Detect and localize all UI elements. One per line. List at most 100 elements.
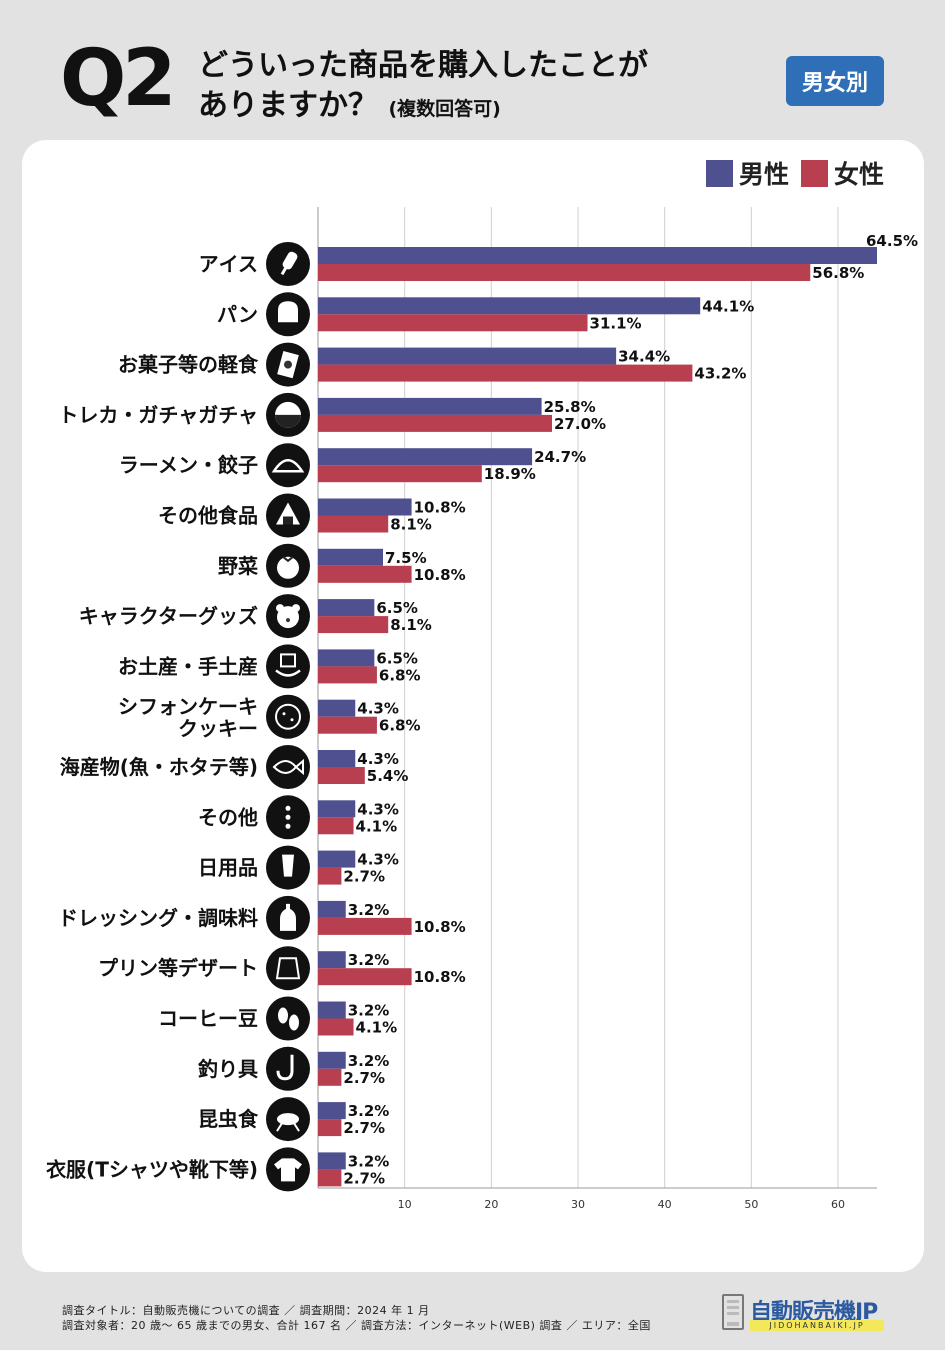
category-label: シフォンケーキクッキー (118, 695, 258, 741)
value-label-female: 10.8% (414, 566, 466, 584)
bar-male (318, 1051, 346, 1069)
legend-label-male: 男性 (739, 160, 790, 189)
bar-male (318, 800, 356, 818)
question-note: (複数回答可) (388, 98, 501, 120)
value-label-female: 5.4% (367, 767, 409, 785)
value-label-male: 3.2% (348, 1002, 390, 1020)
category-label-line: お土産・手土産 (118, 654, 258, 678)
bar-male (318, 347, 617, 365)
brand-logo[interactable]: 自動販売機JP JIDOHANBAIKI.JP (722, 1294, 884, 1332)
value-label-male: 4.3% (357, 750, 399, 768)
value-label-female: 2.7% (343, 1069, 385, 1087)
legend-swatch-male (706, 159, 733, 187)
value-label-female: 4.1% (356, 817, 398, 835)
legend-item-female: 女性 (801, 155, 884, 191)
category-icon-bg (266, 443, 310, 488)
gift-hand-icon (275, 653, 301, 677)
category-label-line: クッキー (178, 717, 258, 741)
chart-legend: 男性 女性 (706, 155, 896, 191)
bar-female (318, 1169, 342, 1187)
category-label-line: トレカ・ガチャガチャ (58, 403, 258, 427)
bar-chart: 10 20 30 40 50 60 アイス 64.5%56.8% パン 44.1% 31.1% お菓子… (46, 207, 918, 1211)
category-label: 釣り具 (198, 1057, 258, 1081)
value-label-female: 6.8% (379, 666, 421, 684)
value-label-male: 3.2% (348, 901, 390, 919)
category-label: 衣服(Tシャツや靴下等) (46, 1157, 258, 1181)
survey-footer: 調査タイトル：自動販売機についての調査 ／ 調査期間：2024 年 1 月 調査… (62, 1303, 651, 1333)
bar-female (318, 465, 482, 483)
category-label: その他 (198, 805, 258, 829)
x-tick-label: 50 (744, 1198, 758, 1211)
bar-male (318, 599, 375, 617)
category-label: パン (217, 302, 258, 326)
category-label-line: 衣服(Tシャツや靴下等) (46, 1157, 258, 1181)
legend-swatch-female (801, 159, 829, 187)
bar-male (318, 951, 346, 969)
category-icon-bg (266, 946, 310, 991)
ice-pop-icon (280, 251, 298, 276)
value-label-female: 27.0% (554, 415, 606, 433)
bar-female (318, 616, 389, 634)
bread-icon (278, 301, 298, 323)
gender-badge: 男女別 (786, 56, 884, 106)
value-label-female: 56.8% (812, 264, 864, 282)
value-label-female: 4.1% (356, 1019, 398, 1037)
value-label-male: 34.4% (618, 348, 670, 366)
value-label-male: 4.3% (357, 700, 399, 718)
legend-item-male: 男性 (706, 155, 789, 191)
bar-male (318, 699, 356, 717)
category-label-line: コーヒー豆 (158, 1007, 258, 1031)
bar-female (318, 565, 412, 583)
bar-male (318, 850, 356, 868)
category-label: 海産物(魚・ホタテ等) (60, 755, 258, 779)
category-label-line: パン (217, 302, 258, 326)
bar-male (318, 1102, 346, 1120)
category-label-line: キャラクターグッズ (79, 604, 258, 628)
category-label-line: 海産物(魚・ホタテ等) (60, 755, 258, 779)
category-label: コーヒー豆 (158, 1007, 258, 1031)
cricket-icon (276, 1113, 300, 1132)
gyoza-icon (271, 458, 305, 473)
value-label-male: 10.8% (414, 499, 466, 517)
bar-female (318, 1018, 354, 1036)
category-label: キャラクターグッズ (79, 604, 258, 628)
value-label-female: 6.8% (379, 717, 421, 735)
cookie-icon (275, 703, 301, 730)
category-label: お菓子等の軽食 (118, 353, 259, 377)
value-label-female: 8.1% (390, 616, 432, 634)
legend-label-female: 女性 (834, 160, 885, 189)
bar-male (318, 900, 346, 918)
pudding-icon (275, 957, 301, 980)
category-label: ドレッシング・調味料 (58, 906, 258, 930)
x-tick-label: 20 (484, 1198, 498, 1211)
value-label-female: 2.7% (343, 1119, 385, 1137)
question-number: Q2 (60, 34, 177, 124)
category-label-line: 昆虫食 (198, 1107, 259, 1131)
value-label-male: 3.2% (348, 1152, 390, 1170)
bar-female (318, 515, 389, 533)
snack-bag-icon (277, 350, 299, 379)
footer-line2: 調査対象者：20 歳～ 65 歳までの男女、合計 167 名 ／ 調査方法：イン… (62, 1319, 651, 1332)
value-label-male: 6.5% (376, 599, 418, 617)
logo-subtext: JIDOHANBAIKI.JP (750, 1320, 884, 1331)
onigiri-icon (276, 502, 300, 525)
bar-male (318, 1001, 346, 1019)
value-label-male: 44.1% (702, 297, 754, 315)
coffee-bean-icon (278, 1007, 299, 1031)
value-label-male: 24.7% (534, 448, 586, 466)
x-tick-label: 40 (658, 1198, 672, 1211)
category-label: 日用品 (198, 856, 258, 880)
bar-female (318, 414, 552, 432)
category-icon-bg (266, 694, 310, 739)
category-label-line: ラーメン・餃子 (119, 453, 258, 477)
value-label-male: 25.8% (544, 398, 596, 416)
bar-male (318, 548, 383, 566)
bar-female (318, 1119, 342, 1137)
value-label-male: 4.3% (357, 800, 399, 818)
value-label-male: 7.5% (385, 549, 427, 567)
value-label-male: 3.2% (348, 1102, 390, 1120)
bottle-icon (280, 903, 296, 931)
value-label-female: 2.7% (343, 1169, 385, 1187)
category-label-line: シフォンケーキ (118, 695, 258, 719)
category-label: アイス (199, 252, 258, 276)
